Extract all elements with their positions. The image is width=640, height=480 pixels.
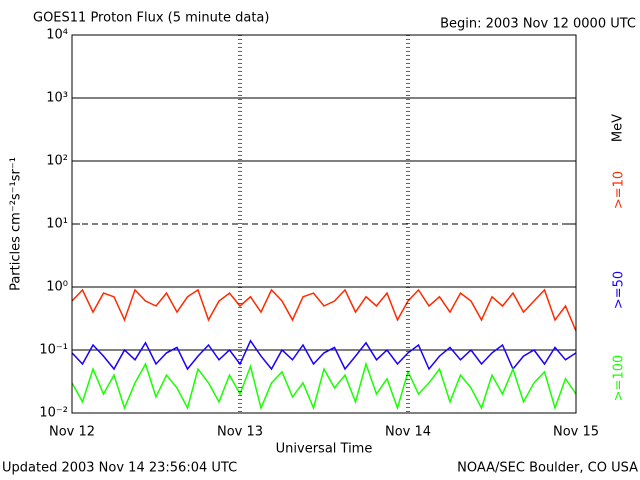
series-line xyxy=(71,361,577,411)
x-tick-label: Nov 15 xyxy=(553,425,599,440)
legend-label: >=100 xyxy=(612,355,627,402)
y-tick-label: 10⁻² xyxy=(39,406,68,421)
plot-frame xyxy=(71,34,577,414)
y-tick-label: 10² xyxy=(46,154,68,169)
x-axis-label: Universal Time xyxy=(276,442,373,457)
y-tick-label: 10⁴ xyxy=(46,28,68,43)
y-axis-label: Particles cm⁻²s⁻¹sr⁻¹ xyxy=(9,157,24,291)
y-tick-label: 10⁻¹ xyxy=(39,343,68,358)
legend-unit: MeV xyxy=(611,114,626,142)
y-tick-label: 10⁰ xyxy=(46,280,68,295)
series-line xyxy=(71,339,577,371)
x-tick-label: Nov 12 xyxy=(49,425,95,440)
x-tick-label: Nov 14 xyxy=(385,425,431,440)
y-tick-label: 10¹ xyxy=(46,217,68,232)
legend-label: >=50 xyxy=(612,271,627,309)
footer-left: Updated 2003 Nov 14 23:56:04 UTC xyxy=(2,461,237,476)
chart-subtitle: Begin: 2003 Nov 12 0000 UTC xyxy=(440,17,636,32)
chart-title: GOES11 Proton Flux (5 minute data) xyxy=(33,11,269,26)
legend-label: >=10 xyxy=(612,171,627,209)
series-line xyxy=(71,288,577,332)
footer-right: NOAA/SEC Boulder, CO USA xyxy=(457,461,638,476)
x-tick-label: Nov 13 xyxy=(217,425,263,440)
y-tick-label: 10³ xyxy=(46,91,68,106)
